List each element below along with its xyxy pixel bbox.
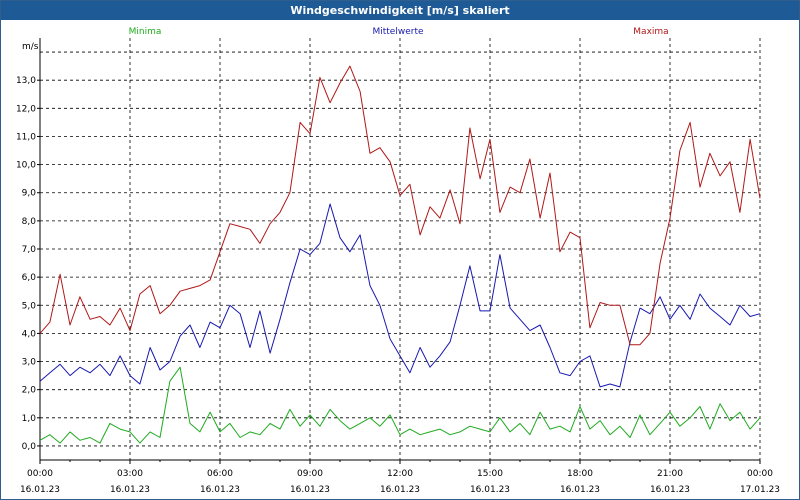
y-tick-label: 5,0 bbox=[22, 301, 37, 311]
x-tick-date: 16.01.23 bbox=[20, 485, 60, 495]
x-tick-date: 16.01.23 bbox=[650, 485, 690, 495]
y-tick-label: 9,0 bbox=[22, 189, 37, 199]
x-tick-date: 17.01.23 bbox=[740, 485, 780, 495]
x-tick-date: 16.01.23 bbox=[290, 485, 330, 495]
x-tick-time: 15:00 bbox=[477, 469, 503, 479]
x-tick-date: 16.01.23 bbox=[200, 485, 240, 495]
y-tick-label: 0,0 bbox=[22, 442, 37, 452]
x-axis-ticks: 00:00 16.01.23 03:00 16.01.23 06:00 16.01.23 0… bbox=[20, 460, 780, 495]
y-tick-label: 6,0 bbox=[22, 273, 37, 283]
series-line-mittelwerte bbox=[39, 203, 761, 388]
x-tick-date: 16.01.23 bbox=[110, 485, 150, 495]
legend-mittelwerte: Mittelwerte bbox=[372, 27, 423, 37]
x-tick-time: 00:00 bbox=[747, 469, 773, 479]
x-tick-date: 16.01.23 bbox=[560, 485, 600, 495]
x-tick-time: 06:00 bbox=[207, 469, 233, 479]
y-axis-ticks: 0,0 1,0 2,0 3,0 4,0 5,0 6,0 7,0 8,0 9,0 10,0 11,0 12… bbox=[16, 76, 40, 452]
x-tick-time: 18:00 bbox=[567, 469, 593, 479]
x-tick-time: 21:00 bbox=[657, 469, 683, 479]
x-tick-time: 12:00 bbox=[387, 469, 413, 479]
x-tick-date: 16.01.23 bbox=[380, 485, 420, 495]
legend: Minima Mittelwerte Maxima bbox=[129, 27, 669, 37]
y-tick-label: 7,0 bbox=[22, 245, 37, 255]
y-tick-label: 4,0 bbox=[22, 329, 37, 339]
y-tick-label: 13,0 bbox=[16, 76, 36, 86]
x-tick-time: 09:00 bbox=[297, 469, 323, 479]
chart-grid bbox=[40, 38, 761, 460]
series-line-maxima bbox=[39, 65, 761, 346]
x-tick-date: 16.01.23 bbox=[470, 485, 510, 495]
series-lines bbox=[39, 65, 761, 444]
x-tick-time: 00:00 bbox=[27, 469, 53, 479]
legend-minima: Minima bbox=[129, 27, 162, 37]
y-tick-label: 3,0 bbox=[22, 358, 37, 368]
y-tick-label: 11,0 bbox=[16, 132, 36, 142]
y-tick-label: 8,0 bbox=[22, 217, 37, 227]
y-tick-label: 10,0 bbox=[16, 161, 36, 171]
y-tick-label: 12,0 bbox=[16, 104, 36, 114]
y-tick-label: 1,0 bbox=[22, 414, 37, 424]
y-tick-label: 2,0 bbox=[22, 386, 37, 396]
x-tick-time: 03:00 bbox=[117, 469, 143, 479]
series-line-minima bbox=[39, 366, 761, 444]
window-title: Windgeschwindigkeit [m/s] skaliert bbox=[1, 1, 799, 20]
y-axis-label: m/s bbox=[22, 42, 39, 52]
legend-maxima: Maxima bbox=[633, 27, 668, 37]
